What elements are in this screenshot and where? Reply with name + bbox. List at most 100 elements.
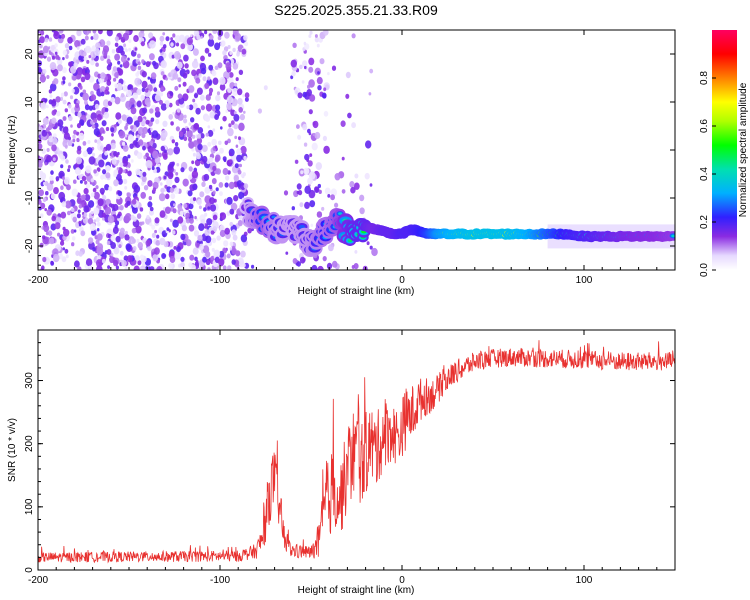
- noise-speckle: [122, 169, 126, 173]
- noise-speckle: [103, 111, 110, 119]
- noise-speckle: [141, 221, 145, 225]
- noise-speckle: [147, 245, 152, 252]
- noise-speckle: [295, 159, 299, 164]
- noise-speckle: [72, 134, 76, 139]
- noise-speckle: [299, 64, 303, 70]
- noise-speckle: [154, 110, 161, 118]
- noise-speckle: [112, 226, 119, 234]
- noise-speckle: [159, 99, 163, 105]
- noise-speckle: [153, 87, 158, 92]
- noise-speckle: [133, 36, 138, 42]
- noise-speckle: [73, 129, 77, 135]
- noise-speckle: [112, 203, 119, 212]
- noise-speckle: [51, 30, 56, 33]
- noise-speckle: [75, 250, 80, 256]
- noise-speckle: [154, 93, 161, 102]
- noise-speckle: [165, 104, 170, 109]
- noise-speckle: [229, 208, 235, 215]
- noise-speckle: [354, 250, 358, 254]
- noise-speckle: [49, 175, 54, 181]
- noise-speckle: [201, 181, 206, 187]
- noise-speckle: [173, 203, 176, 207]
- noise-speckle: [328, 244, 334, 252]
- noise-speckle: [317, 85, 322, 91]
- noise-speckle: [308, 34, 312, 38]
- noise-speckle: [200, 55, 205, 62]
- noise-speckle: [90, 210, 94, 215]
- noise-speckle: [159, 210, 166, 218]
- noise-speckle: [65, 200, 72, 209]
- noise-speckle: [83, 205, 90, 213]
- noise-speckle: [189, 217, 194, 224]
- noise-speckle: [91, 229, 97, 236]
- noise-speckle: [308, 66, 314, 73]
- noise-speckle: [192, 98, 196, 103]
- noise-speckle: [188, 166, 193, 172]
- noise-speckle: [159, 92, 164, 97]
- noise-speckle: [225, 109, 228, 113]
- noise-speckle: [97, 222, 101, 227]
- noise-speckle: [137, 115, 143, 123]
- noise-speckle: [173, 146, 180, 155]
- noise-speckle: [78, 174, 82, 180]
- noise-speckle: [97, 142, 104, 151]
- noise-speckle: [64, 145, 68, 149]
- noise-speckle: [302, 123, 308, 131]
- noise-speckle: [207, 125, 211, 129]
- noise-speckle: [94, 139, 98, 143]
- noise-speckle: [243, 183, 249, 189]
- noise-speckle: [84, 104, 90, 111]
- noise-speckle: [141, 132, 146, 139]
- noise-speckle: [88, 265, 92, 269]
- noise-speckle: [111, 158, 117, 165]
- noise-speckle: [131, 238, 136, 244]
- noise-speckle: [200, 94, 205, 101]
- noise-speckle: [72, 216, 77, 223]
- noise-speckle: [114, 36, 119, 42]
- noise-speckle: [52, 157, 56, 162]
- noise-speckle: [177, 216, 184, 224]
- noise-speckle: [84, 35, 89, 41]
- noise-speckle: [64, 108, 69, 113]
- noise-speckle: [165, 36, 170, 42]
- noise-speckle: [323, 110, 329, 117]
- noise-speckle: [52, 133, 57, 139]
- noise-speckle: [60, 199, 63, 203]
- noise-speckle: [105, 143, 112, 151]
- noise-speckle: [137, 61, 141, 66]
- noise-speckle: [233, 123, 239, 130]
- noise-speckle: [106, 80, 112, 86]
- noise-speckle: [215, 154, 221, 162]
- noise-speckle: [184, 63, 189, 69]
- noise-speckle: [92, 187, 97, 193]
- y-tick-label: 20: [24, 48, 35, 60]
- noise-speckle: [115, 265, 119, 270]
- noise-speckle: [334, 202, 339, 208]
- noise-speckle: [141, 59, 145, 64]
- x-tick-label: -100: [210, 275, 230, 286]
- noise-speckle: [190, 117, 195, 123]
- noise-speckle: [136, 88, 142, 96]
- noise-speckle: [67, 36, 73, 44]
- noise-speckle: [91, 57, 94, 61]
- noise-speckle: [62, 176, 65, 181]
- noise-speckle: [193, 30, 200, 37]
- noise-speckle: [42, 197, 47, 203]
- noise-speckle: [219, 76, 226, 85]
- noise-speckle: [185, 212, 190, 219]
- noise-speckle: [149, 108, 154, 114]
- noise-speckle: [93, 127, 101, 136]
- noise-speckle: [177, 77, 182, 83]
- noise-speckle: [203, 173, 210, 181]
- noise-speckle: [76, 46, 80, 50]
- noise-speckle: [170, 37, 174, 41]
- noise-speckle: [162, 120, 168, 128]
- noise-speckle: [176, 61, 183, 69]
- noise-speckle: [237, 169, 242, 175]
- noise-speckle: [119, 64, 123, 68]
- noise-speckle: [230, 202, 238, 211]
- noise-speckle: [194, 215, 197, 220]
- noise-speckle: [141, 87, 146, 92]
- noise-speckle: [303, 142, 308, 147]
- noise-speckle: [224, 31, 230, 39]
